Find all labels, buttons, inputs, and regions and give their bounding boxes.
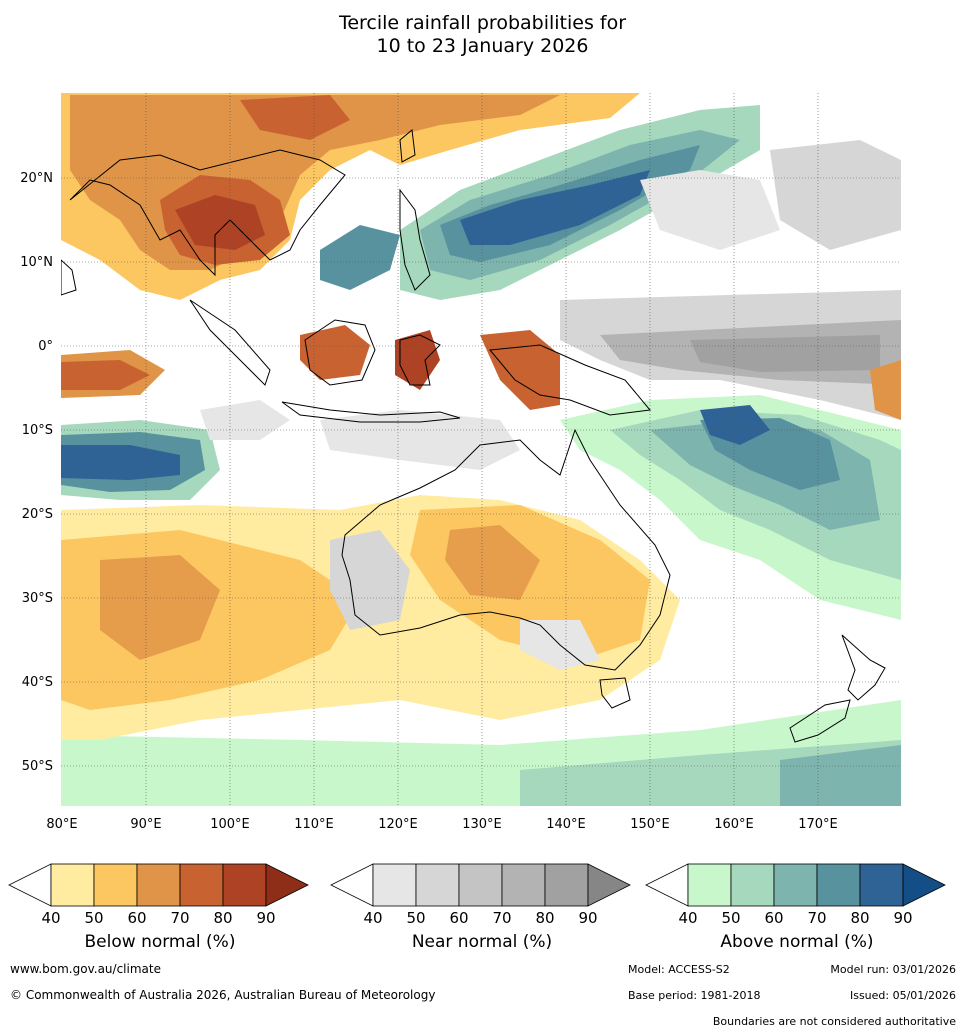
lon-label: 170°E (798, 817, 838, 832)
colorbar-tick-label: 90 (256, 909, 275, 927)
lon-label: 160°E (714, 817, 754, 832)
probability-shading (61, 93, 901, 806)
colorbar-segment (222, 863, 267, 907)
colorbar-segment (816, 863, 861, 907)
longitude-labels: 80°E 90°E 100°E 110°E 120°E 130°E 140°E … (46, 817, 837, 832)
colorbar-segment (415, 863, 460, 907)
colorbar-segment (50, 863, 95, 907)
colorbar-segment (773, 863, 818, 907)
lon-label: 90°E (130, 817, 161, 832)
colorbar-tick-label: 50 (84, 909, 103, 927)
colorbar-tick-label: 40 (41, 909, 60, 927)
colorbar-segment (458, 863, 503, 907)
colorbar-title-below: Below normal (%) (84, 932, 236, 952)
colorbar-tick-label: 60 (764, 909, 783, 927)
colorbar-title-above: Above normal (%) (720, 932, 874, 952)
copyright-text: © Commonwealth of Australia 2026, Austra… (10, 988, 436, 1002)
probability-map: 20°N 10°N 0° 10°S 20°S 30°S 40°S 50°S 80… (20, 93, 901, 832)
colorbar-tick-label: 70 (807, 909, 826, 927)
colorbar-segment (136, 863, 181, 907)
colorbar-tick-label: 90 (893, 909, 912, 927)
lat-label: 40°S (22, 675, 53, 690)
latitude-labels: 20°N 10°N 0° 10°S 20°S 30°S 40°S 50°S (20, 171, 53, 774)
colorbar-segment (93, 863, 138, 907)
lon-label: 130°E (462, 817, 502, 832)
colorbar-tick-label: 50 (406, 909, 425, 927)
model-run: Model run: 03/01/2026 (830, 963, 956, 976)
model-name: Model: ACCESS-S2 (628, 963, 730, 976)
coastlines (61, 129, 886, 743)
colorbar-tick-label: 90 (578, 909, 597, 927)
colorbar-tick-label: 70 (170, 909, 189, 927)
colorbar-title-near: Near normal (%) (411, 932, 553, 952)
lat-label: 30°S (22, 591, 53, 606)
website-link[interactable]: www.bom.gov.au/climate (10, 962, 161, 976)
colorbar-tick-label: 60 (449, 909, 468, 927)
map-title-line1: Tercile rainfall probabilities for (338, 12, 627, 34)
lon-label: 120°E (378, 817, 418, 832)
lat-label: 10°N (20, 255, 53, 270)
graticule (61, 93, 901, 806)
lon-label: 150°E (630, 817, 670, 832)
colorbar-tick-label: 80 (850, 909, 869, 927)
boundaries-disclaimer: Boundaries are not considered authoritat… (712, 1015, 956, 1028)
colorbar-extend-high (265, 863, 309, 907)
colorbar-tick-label: 80 (213, 909, 232, 927)
colorbar-tick-label: 80 (535, 909, 554, 927)
colorbar-tick-label: 40 (363, 909, 382, 927)
colorbar-extend-high (587, 863, 631, 907)
colorbar-above-normal: 40 50 60 70 80 90 (645, 863, 946, 927)
colorbar-tick-label: 60 (127, 909, 146, 927)
lon-label: 140°E (546, 817, 586, 832)
colorbar-segment (179, 863, 224, 907)
lat-label: 10°S (22, 423, 53, 438)
base-period: Base period: 1981-2018 (628, 989, 761, 1002)
map-title-line2: 10 to 23 January 2026 (376, 35, 589, 57)
colorbar-segment (687, 863, 732, 907)
colorbar-extend-high (902, 863, 946, 907)
colorbar-near-normal: 40 50 60 70 80 90 (330, 863, 631, 927)
colorbar-below-normal: 40 50 60 70 80 90 (8, 863, 309, 927)
colorbar-extend-low (645, 863, 689, 907)
colorbar-segment (544, 863, 589, 907)
colorbar-segment (730, 863, 775, 907)
lat-label: 50°S (22, 759, 53, 774)
colorbar-tick-label: 50 (721, 909, 740, 927)
lon-label: 110°E (294, 817, 334, 832)
colorbar-segment (501, 863, 546, 907)
lat-label: 20°S (22, 507, 53, 522)
lat-label: 0° (38, 339, 53, 354)
colorbar-extend-low (8, 863, 52, 907)
colorbar-segment (372, 863, 417, 907)
lat-label: 20°N (20, 171, 53, 186)
lon-label: 80°E (46, 817, 77, 832)
colorbar-tick-label: 70 (492, 909, 511, 927)
colorbar-extend-low (330, 863, 374, 907)
colorbar-tick-label: 40 (678, 909, 697, 927)
colorbar-segment (859, 863, 904, 907)
issued-date: Issued: 05/01/2026 (849, 989, 956, 1002)
lon-label: 100°E (210, 817, 250, 832)
